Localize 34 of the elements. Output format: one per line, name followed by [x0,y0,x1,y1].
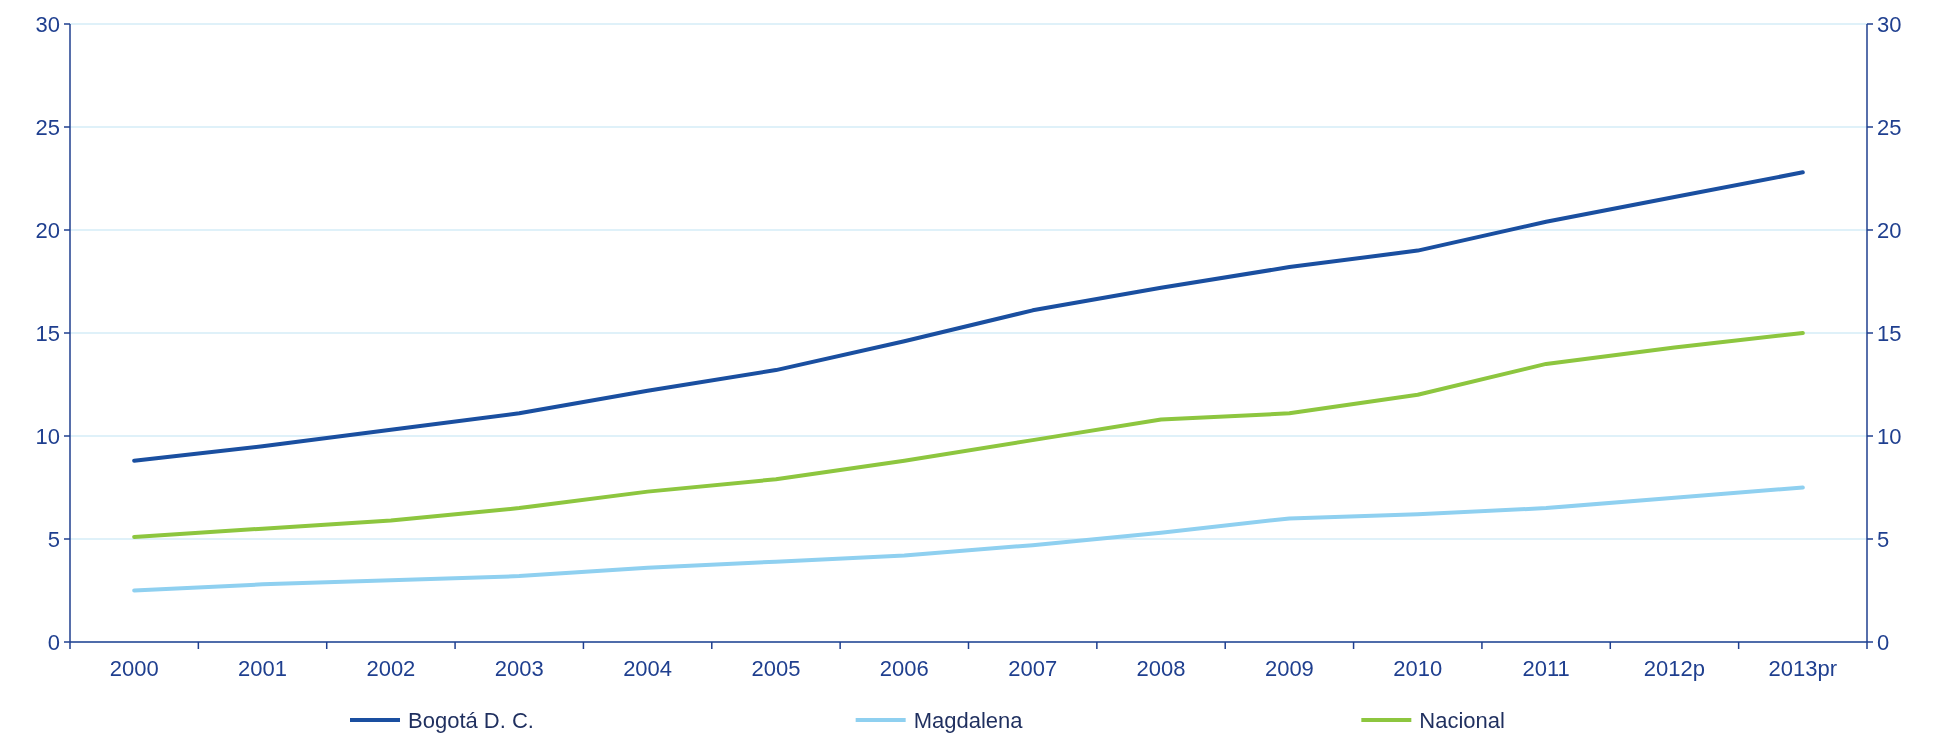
x-tick-label: 2011 [1522,656,1570,681]
line-series [132,485,1805,593]
y2-tick-label: 5 [1877,526,1890,552]
x-tick-label: 2006 [879,656,929,681]
x-tick-label: 2001 [238,656,288,681]
x-tick-label: 2008 [1136,656,1186,681]
x-tick-label: 2010 [1393,656,1443,681]
legend-label: Magdalena [913,707,1024,733]
y-tick-label: 0 [47,629,60,655]
y2-tick-label: 10 [1877,423,1902,449]
y2-tick-label: 30 [1877,11,1902,37]
y-tick-label: 20 [35,217,60,243]
y-tick-label: 25 [35,114,60,140]
x-tick-label: 2013pr [1768,656,1838,681]
x-tick-label: 2002 [366,656,416,681]
x-tick-label: 2005 [751,656,801,681]
y2-tick-label: 15 [1877,320,1902,346]
y-tick-label: 30 [35,11,60,37]
line-series [132,170,1805,463]
y-tick-label: 15 [35,320,60,346]
x-tick-label: 2003 [494,656,544,681]
y2-tick-label: 20 [1877,217,1902,243]
line-series [132,331,1805,539]
y2-tick-label: 25 [1877,114,1902,140]
x-tick-label: 2012p [1643,656,1706,681]
x-tick-label: 2004 [623,656,673,681]
y-tick-label: 10 [35,423,60,449]
legend-label: Bogotá D. C. [408,707,534,733]
y2-tick-label: 0 [1877,629,1890,655]
x-tick-label: 2009 [1264,656,1314,681]
x-tick-label: 2000 [109,656,159,681]
y-tick-label: 5 [47,526,60,552]
x-tick-label: 2007 [1008,656,1058,681]
legend-label: Nacional [1419,707,1505,733]
